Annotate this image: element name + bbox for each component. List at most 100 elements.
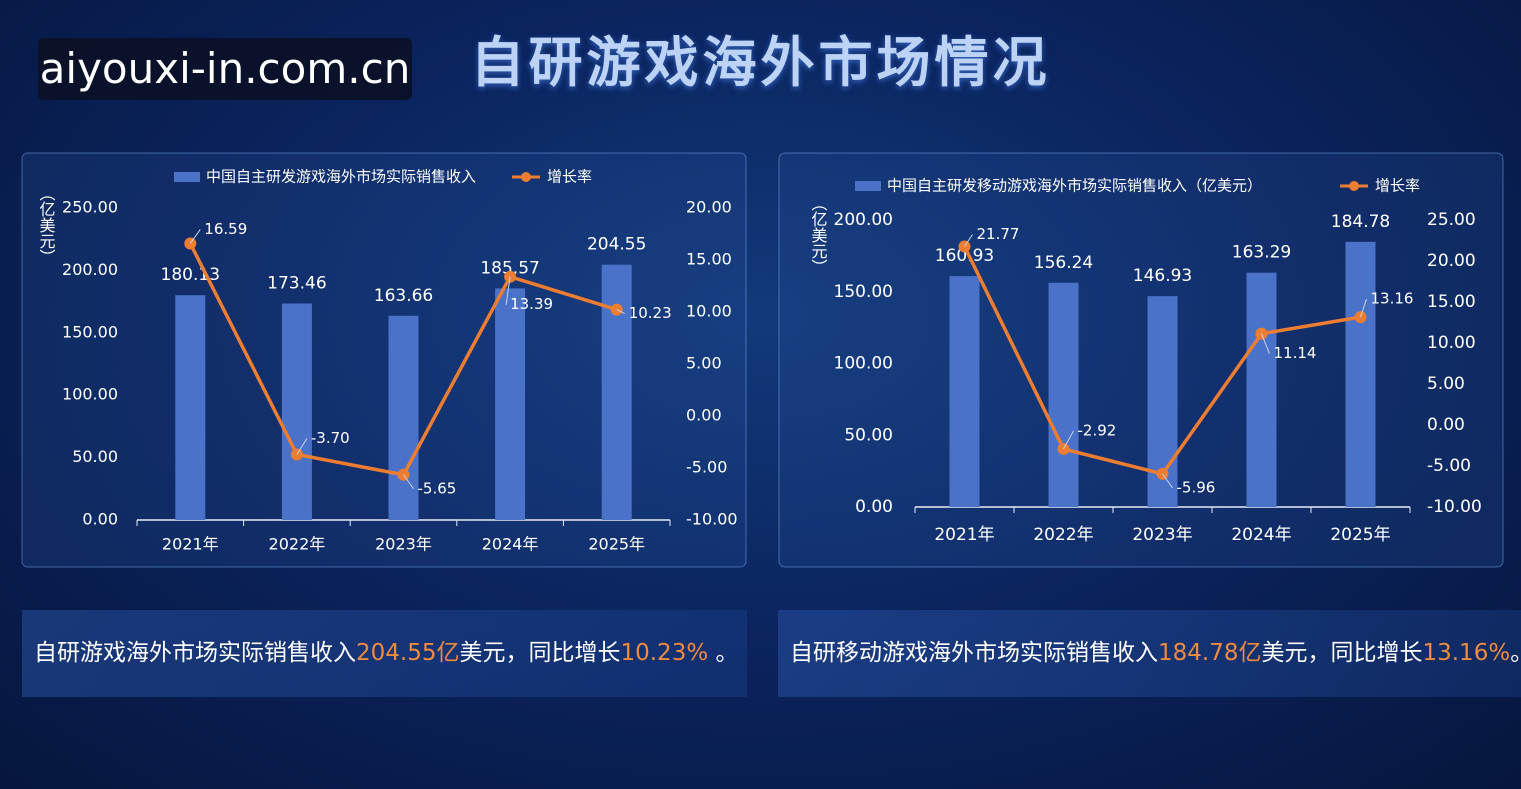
line-value-label: 16.59 (204, 220, 247, 238)
bar (601, 264, 632, 520)
legend-label: 增长率 (547, 168, 592, 186)
x-tick-label: 2025年 (1330, 525, 1390, 545)
label-leader (505, 276, 511, 305)
x-tick-label: 2025年 (588, 535, 645, 554)
y-tick-label: 200.00 (62, 260, 118, 279)
caption-text: 美元，同比增长 (459, 640, 621, 666)
label-leader (1162, 473, 1173, 489)
y2-tick-label: 15.00 (1427, 292, 1476, 312)
caption-text: 。 (708, 640, 739, 666)
legend-marker (1349, 181, 1359, 191)
line-value-label: -5.65 (418, 479, 457, 497)
bar-value-label: 184.78 (1331, 212, 1390, 232)
x-tick-label: 2022年 (269, 535, 326, 554)
x-tick-label: 2024年 (482, 535, 539, 554)
line-value-label: -2.92 (1078, 421, 1117, 439)
bar (1048, 282, 1079, 507)
y-tick-label: 50.00 (844, 425, 893, 445)
x-tick-label: 2022年 (1033, 525, 1093, 545)
line-value-label: 21.77 (977, 225, 1020, 243)
bar-value-label: 163.29 (1232, 243, 1291, 263)
line-value-label: -3.70 (311, 429, 350, 447)
page-title: 自研游戏海外市场情况 (470, 31, 1051, 94)
y2-tick-label: -5.00 (1427, 456, 1471, 476)
y-axis-label: （亿美元） (37, 185, 56, 265)
y2-tick-label: 20.00 (686, 198, 732, 217)
y2-tick-label: 10.00 (1427, 333, 1476, 353)
line-value-label: -5.96 (1177, 478, 1216, 496)
y-tick-label: 100.00 (834, 354, 893, 374)
caption-text: 美元，同比增长 (1261, 640, 1423, 666)
y-tick-label: 50.00 (72, 447, 118, 466)
y-tick-label: 250.00 (62, 198, 118, 217)
bar-value-label: 163.66 (374, 286, 433, 306)
y2-tick-label: -10.00 (686, 510, 738, 529)
label-leader (1360, 298, 1367, 318)
bar (495, 288, 526, 520)
caption-rate: 10.23% (620, 640, 709, 666)
legend-label: 增长率 (1375, 177, 1420, 195)
caption-amount: 204.55亿 (356, 640, 460, 666)
y2-tick-label: 0.00 (1427, 415, 1465, 435)
legend-swatch (855, 181, 881, 191)
bar (281, 303, 312, 520)
y2-tick-label: 15.00 (686, 250, 732, 269)
label-leader (403, 474, 414, 490)
bar-value-label: 160.93 (935, 246, 994, 266)
y-tick-label: 150.00 (62, 322, 118, 341)
y-tick-label: 0.00 (82, 510, 118, 529)
watermark: aiyouxi-in.com.cn (38, 38, 412, 100)
y2-tick-label: 25.00 (1427, 210, 1476, 230)
label-leader (189, 229, 201, 244)
label-leader (296, 438, 308, 455)
label-leader (964, 234, 973, 247)
caption-text: 自研游戏海外市场实际销售收入 (34, 640, 356, 666)
caption: 自研移动游戏海外市场实际销售收入184.78亿美元，同比增长13.16%。 (778, 610, 1521, 697)
bar-value-label: 173.46 (267, 274, 326, 294)
y2-tick-label: 20.00 (1427, 251, 1476, 271)
y2-tick-label: 5.00 (1427, 374, 1465, 394)
bar (1345, 241, 1376, 507)
y2-tick-label: -10.00 (1427, 497, 1482, 517)
bar (388, 315, 419, 520)
x-tick-label: 2021年 (934, 525, 994, 545)
caption-amount: 184.78亿 (1158, 640, 1262, 666)
caption-rate: 13.16% (1422, 640, 1511, 666)
bar-value-label: 146.93 (1133, 266, 1192, 286)
bar (175, 295, 206, 520)
x-tick-label: 2024年 (1231, 525, 1291, 545)
line-value-label: 10.23 (629, 304, 672, 322)
legend-label: 中国自主研发游戏海外市场实际销售收入 (206, 168, 476, 186)
caption-text: 。 (1510, 640, 1521, 666)
y2-tick-label: 0.00 (686, 406, 722, 425)
line-value-label: 13.39 (510, 295, 553, 313)
bar-value-label: 185.57 (480, 258, 539, 278)
label-leader (1063, 430, 1074, 450)
line-value-label: 13.16 (1371, 290, 1414, 308)
y2-tick-label: 5.00 (686, 354, 722, 373)
y-tick-label: 0.00 (855, 497, 893, 517)
x-tick-label: 2023年 (1132, 525, 1192, 545)
x-tick-label: 2023年 (375, 535, 432, 554)
y-axis-label: （亿美元） (809, 195, 828, 275)
legend-label: 中国自主研发移动游戏海外市场实际销售收入（亿美元） (887, 177, 1262, 195)
caption-text: 自研移动游戏海外市场实际销售收入 (790, 640, 1158, 666)
y-tick-label: 100.00 (62, 385, 118, 404)
y-tick-label: 200.00 (834, 210, 893, 230)
y-tick-label: 150.00 (834, 282, 893, 302)
y2-tick-label: 10.00 (686, 302, 732, 321)
line-value-label: 11.14 (1274, 344, 1317, 362)
caption: 自研游戏海外市场实际销售收入204.55亿美元，同比增长10.23% 。 (22, 610, 747, 697)
legend-marker (521, 172, 531, 182)
panel (21, 152, 747, 568)
y2-tick-label: -5.00 (686, 458, 727, 477)
bar-value-label: 156.24 (1034, 253, 1093, 273)
legend-swatch (174, 172, 200, 182)
bar-value-label: 204.55 (587, 235, 646, 255)
bar (949, 276, 980, 507)
label-leader (1261, 333, 1270, 354)
bar (1246, 272, 1277, 507)
label-leader (616, 309, 625, 315)
